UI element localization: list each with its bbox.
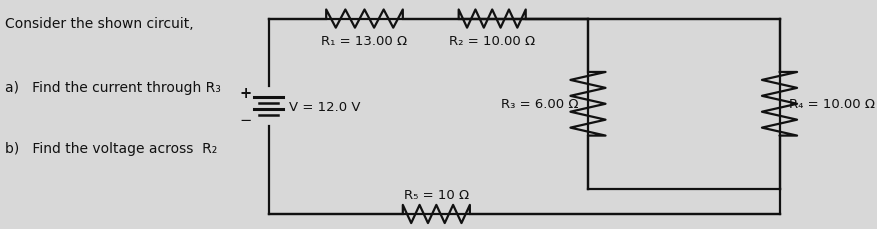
- Text: R₃ = 6.00 Ω: R₃ = 6.00 Ω: [500, 98, 578, 111]
- Text: Consider the shown circuit,: Consider the shown circuit,: [5, 17, 194, 31]
- Text: R₁ = 13.00 Ω: R₁ = 13.00 Ω: [321, 35, 407, 48]
- Text: +: +: [239, 86, 251, 101]
- Text: −: −: [239, 112, 251, 127]
- Text: a)   Find the current through R₃: a) Find the current through R₃: [5, 81, 221, 95]
- Text: R₄ = 10.00 Ω: R₄ = 10.00 Ω: [788, 98, 874, 111]
- Text: R₂ = 10.00 Ω: R₂ = 10.00 Ω: [449, 35, 535, 48]
- Text: V = 12.0 V: V = 12.0 V: [289, 100, 360, 113]
- Text: b)   Find the voltage across  R₂: b) Find the voltage across R₂: [5, 142, 217, 155]
- Text: R₅ = 10 Ω: R₅ = 10 Ω: [403, 189, 468, 202]
